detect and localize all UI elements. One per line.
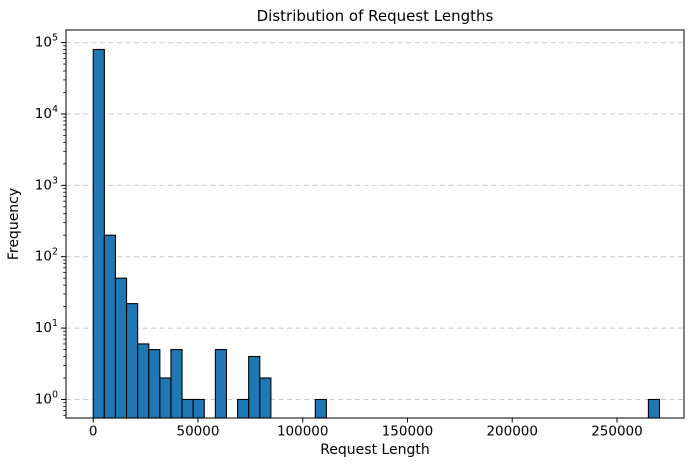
histogram-bar bbox=[137, 343, 150, 419]
chart-title: Distribution of Request Lengths bbox=[256, 7, 494, 25]
x-tick-label: 200000 bbox=[486, 424, 538, 440]
histogram-bar bbox=[170, 349, 183, 419]
plot-spines bbox=[65, 29, 685, 419]
histogram-bar bbox=[114, 277, 128, 419]
x-tick-label: 50000 bbox=[177, 424, 220, 440]
x-tick-label: 150000 bbox=[382, 424, 434, 440]
y-tick-label: 100 bbox=[35, 389, 58, 407]
histogram-bar bbox=[103, 234, 116, 419]
x-tick-label: 100000 bbox=[277, 424, 329, 440]
histogram-bar bbox=[181, 398, 194, 419]
histogram-bar bbox=[314, 398, 327, 419]
x-tick-label: 250000 bbox=[591, 424, 643, 440]
y-tick-label: 104 bbox=[35, 104, 58, 122]
histogram-bar bbox=[92, 48, 105, 419]
histogram-bar bbox=[237, 398, 250, 419]
x-axis-label: Request Length bbox=[320, 442, 430, 458]
histogram-bar bbox=[148, 349, 161, 419]
y-axis-label: Frequency bbox=[6, 187, 22, 261]
y-tick-label: 105 bbox=[35, 33, 58, 51]
y-tick-label: 102 bbox=[35, 247, 58, 265]
histogram-bar bbox=[259, 377, 272, 419]
histogram-bar bbox=[647, 398, 661, 419]
histogram-bar bbox=[248, 355, 261, 419]
histogram-bar bbox=[192, 398, 205, 419]
histogram-bar bbox=[159, 377, 172, 419]
y-tick-label: 103 bbox=[35, 175, 58, 193]
histogram-bar bbox=[214, 349, 228, 419]
histogram-bar bbox=[125, 303, 139, 419]
y-tick-label: 101 bbox=[35, 318, 58, 336]
x-tick-label: 0 bbox=[89, 424, 98, 440]
